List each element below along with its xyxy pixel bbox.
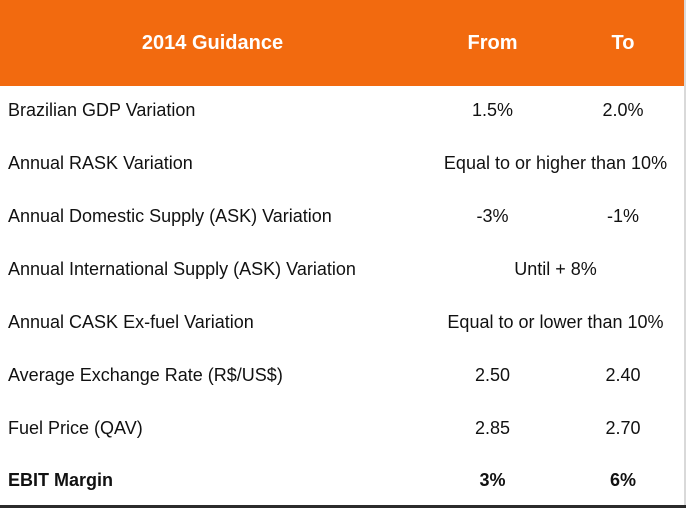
row-to-value: 2.40 <box>605 365 641 385</box>
table-header: 2014 Guidance From To <box>0 0 686 86</box>
table-row: Brazilian GDP Variation 1.5% 2.0% <box>0 86 686 138</box>
row-label: Annual Domestic Supply (ASK) Variation <box>8 206 332 226</box>
row-to-value: 2.0% <box>602 100 644 120</box>
table-bottom-border <box>0 505 686 508</box>
table-right-border <box>684 0 686 508</box>
row-label: Fuel Price (QAV) <box>8 418 143 438</box>
row-span-value: Until + 8% <box>514 259 597 279</box>
header-from: From <box>467 31 518 54</box>
table-row: Average Exchange Rate (R$/US$) 2.50 2.40 <box>0 351 686 403</box>
row-label: EBIT Margin <box>8 470 114 490</box>
row-label: Average Exchange Rate (R$/US$) <box>8 365 283 385</box>
row-label: Annual CASK Ex-fuel Variation <box>8 312 254 332</box>
row-from-value: 1.5% <box>471 100 514 120</box>
table-row: Annual International Supply (ASK) Variat… <box>0 245 686 297</box>
table-row: Fuel Price (QAV) 2.85 2.70 <box>0 404 686 456</box>
table-row: Annual CASK Ex-fuel Variation Equal to o… <box>0 298 686 350</box>
row-to-value: 6% <box>609 470 636 490</box>
row-to-value: 2.70 <box>605 418 641 438</box>
row-span-value: Equal to or higher than 10% <box>443 153 668 173</box>
table-row: Annual RASK Variation Equal to or higher… <box>0 139 686 191</box>
header-to: To <box>611 31 635 54</box>
row-span-value: Equal to or lower than 10% <box>447 312 664 332</box>
row-to-value: -1% <box>606 206 639 226</box>
row-from-value: 2.50 <box>474 365 511 385</box>
row-label: Annual International Supply (ASK) Variat… <box>8 259 356 279</box>
table-row: Annual Domestic Supply (ASK) Variation -… <box>0 192 686 244</box>
header-title: 2014 Guidance <box>141 31 284 54</box>
table-row-ebit-margin: EBIT Margin 3% 6% <box>0 456 686 508</box>
row-label: Annual RASK Variation <box>8 153 193 173</box>
row-from-value: -3% <box>476 206 509 226</box>
row-label: Brazilian GDP Variation <box>8 100 196 120</box>
row-from-value: 2.85 <box>474 418 511 438</box>
row-from-value: 3% <box>479 470 506 490</box>
